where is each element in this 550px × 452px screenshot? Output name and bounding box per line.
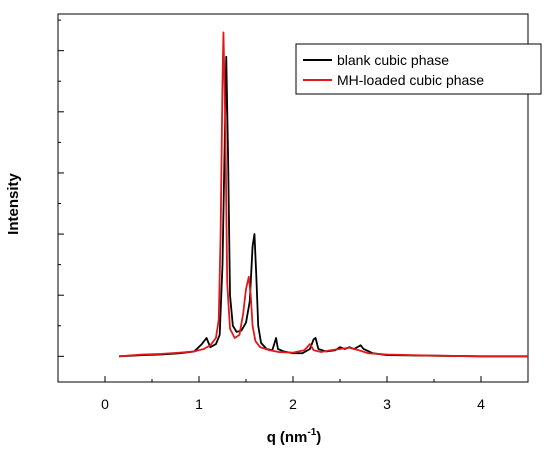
x-axis-ticks: 0 1 2 3 4 (57, 376, 529, 412)
x-tick-label: 0 (101, 396, 109, 412)
x-axis-title-unit: (nm (280, 429, 308, 446)
series-line-mh-loaded-cubic-phase (119, 31, 528, 358)
legend: blank cubic phase MH-loaded cubic phase (295, 43, 542, 95)
x-tick-label: 4 (477, 396, 485, 412)
x-tick-label: 3 (383, 396, 391, 412)
x-axis-title: q (nm-1) (267, 427, 322, 446)
y-axis-title: Intensity (5, 173, 22, 235)
x-axis-title-exponent: -1 (307, 427, 316, 438)
series-layer (119, 31, 528, 358)
y-axis-ticks (58, 19, 64, 357)
x-tick-label: 1 (195, 396, 203, 412)
x-tick-label: 2 (289, 396, 297, 412)
legend-label-blank: blank cubic phase (337, 52, 449, 68)
x-axis-title-close: ) (316, 429, 321, 446)
legend-box (295, 43, 542, 95)
x-axis-title-main: q (267, 429, 276, 446)
series-line-blank-cubic-phase (119, 55, 528, 358)
legend-label-mh-loaded: MH-loaded cubic phase (337, 72, 484, 88)
